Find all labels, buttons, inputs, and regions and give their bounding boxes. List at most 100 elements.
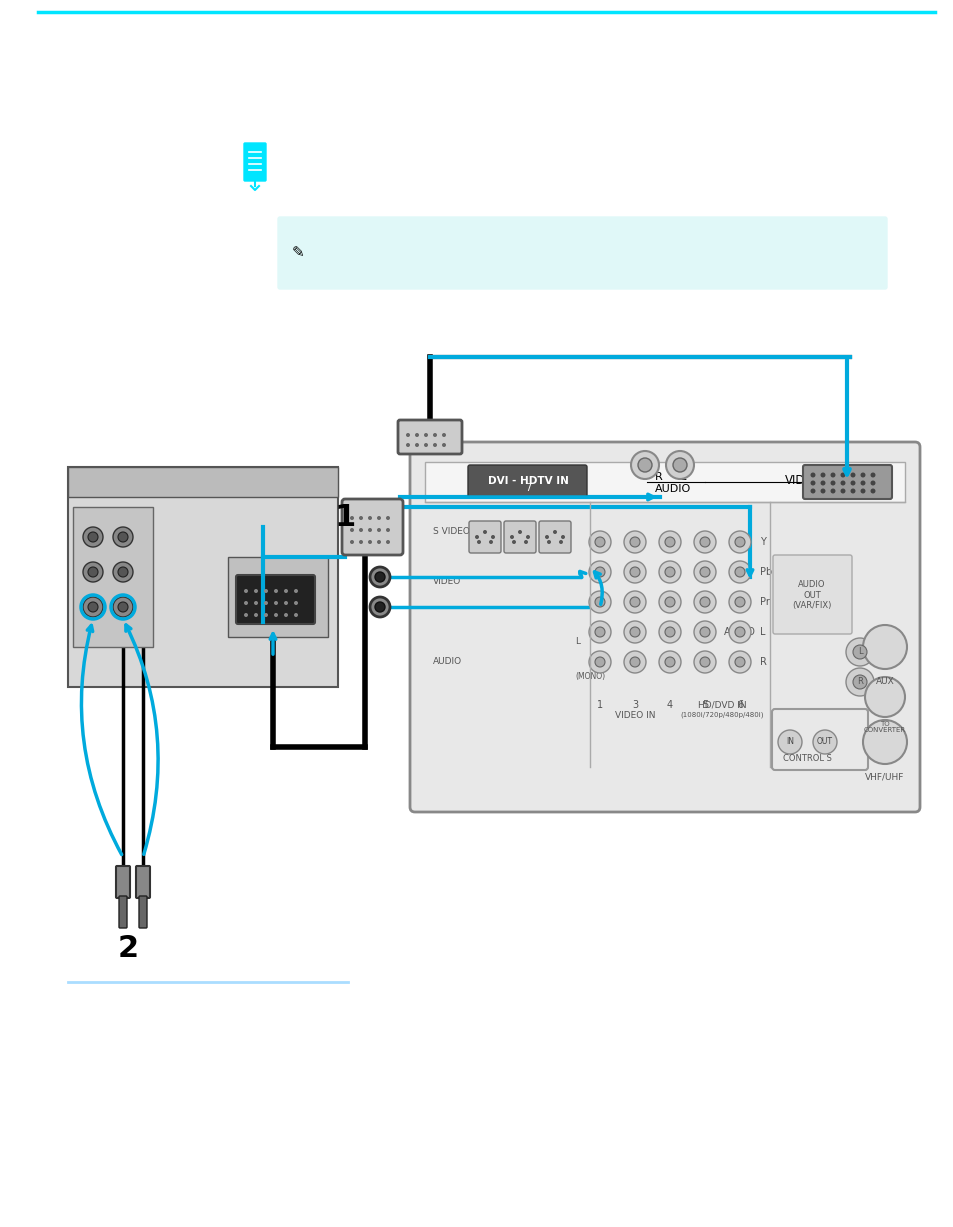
- Circle shape: [728, 591, 750, 614]
- Circle shape: [350, 517, 354, 520]
- Text: R     L: R L: [655, 472, 686, 482]
- Circle shape: [778, 730, 801, 755]
- Text: 5: 5: [701, 699, 707, 710]
- Circle shape: [423, 433, 428, 437]
- Text: R: R: [856, 677, 862, 686]
- Text: VIDEO: VIDEO: [433, 578, 460, 587]
- Circle shape: [700, 627, 709, 637]
- Circle shape: [588, 531, 610, 553]
- Circle shape: [862, 720, 906, 764]
- FancyBboxPatch shape: [397, 420, 461, 454]
- Circle shape: [845, 667, 873, 696]
- Circle shape: [489, 540, 493, 544]
- Circle shape: [595, 598, 604, 607]
- Circle shape: [544, 535, 548, 539]
- Circle shape: [810, 472, 815, 477]
- Circle shape: [820, 481, 824, 486]
- Circle shape: [595, 656, 604, 667]
- Circle shape: [629, 627, 639, 637]
- Circle shape: [118, 567, 128, 577]
- Circle shape: [370, 598, 390, 617]
- Circle shape: [810, 488, 815, 493]
- Circle shape: [664, 627, 675, 637]
- FancyBboxPatch shape: [771, 709, 867, 771]
- Circle shape: [595, 627, 604, 637]
- Circle shape: [664, 656, 675, 667]
- Circle shape: [820, 488, 824, 493]
- FancyBboxPatch shape: [139, 896, 147, 928]
- Circle shape: [728, 561, 750, 583]
- Circle shape: [693, 652, 716, 672]
- Circle shape: [588, 621, 610, 643]
- Circle shape: [659, 652, 680, 672]
- Circle shape: [517, 530, 521, 534]
- Text: ✎: ✎: [292, 245, 304, 260]
- Circle shape: [244, 614, 248, 617]
- FancyBboxPatch shape: [538, 521, 571, 553]
- Text: S VIDEO: S VIDEO: [433, 528, 470, 536]
- Circle shape: [700, 656, 709, 667]
- Circle shape: [386, 528, 390, 533]
- Circle shape: [623, 652, 645, 672]
- Text: TO
CONVERTER: TO CONVERTER: [863, 720, 905, 734]
- Circle shape: [284, 614, 288, 617]
- Circle shape: [476, 540, 480, 544]
- Circle shape: [274, 601, 277, 605]
- Circle shape: [840, 488, 844, 493]
- Circle shape: [852, 675, 866, 690]
- Circle shape: [630, 452, 659, 479]
- Circle shape: [415, 443, 418, 447]
- Circle shape: [623, 531, 645, 553]
- Text: AUDIO: AUDIO: [655, 483, 691, 494]
- Circle shape: [734, 567, 744, 577]
- Text: AUDIO: AUDIO: [433, 658, 461, 666]
- Circle shape: [264, 601, 268, 605]
- Circle shape: [558, 540, 562, 544]
- Circle shape: [376, 528, 380, 533]
- Circle shape: [475, 535, 478, 539]
- Circle shape: [368, 540, 372, 544]
- Circle shape: [406, 433, 410, 437]
- Circle shape: [850, 481, 855, 486]
- Text: VIDEO IN: VIDEO IN: [614, 710, 655, 719]
- Circle shape: [623, 621, 645, 643]
- FancyBboxPatch shape: [772, 555, 851, 634]
- Circle shape: [553, 530, 557, 534]
- Circle shape: [441, 443, 446, 447]
- FancyBboxPatch shape: [410, 442, 919, 812]
- Circle shape: [350, 540, 354, 544]
- Text: (MONO): (MONO): [575, 672, 604, 681]
- FancyBboxPatch shape: [244, 144, 266, 182]
- Circle shape: [112, 528, 132, 547]
- Circle shape: [294, 614, 297, 617]
- Circle shape: [406, 443, 410, 447]
- Circle shape: [664, 598, 675, 607]
- FancyBboxPatch shape: [469, 521, 500, 553]
- Circle shape: [728, 652, 750, 672]
- FancyBboxPatch shape: [341, 499, 402, 555]
- Circle shape: [358, 528, 363, 533]
- Text: L: L: [857, 648, 862, 656]
- Circle shape: [830, 488, 835, 493]
- Circle shape: [264, 614, 268, 617]
- Circle shape: [728, 531, 750, 553]
- Circle shape: [672, 458, 686, 472]
- FancyBboxPatch shape: [116, 866, 130, 898]
- Circle shape: [588, 561, 610, 583]
- Circle shape: [840, 472, 844, 477]
- Circle shape: [734, 537, 744, 547]
- Circle shape: [864, 677, 904, 717]
- Circle shape: [700, 537, 709, 547]
- Circle shape: [112, 562, 132, 582]
- Text: 1: 1: [335, 503, 355, 531]
- Circle shape: [523, 540, 527, 544]
- FancyBboxPatch shape: [136, 866, 150, 898]
- Bar: [68, 467, 337, 687]
- Circle shape: [852, 645, 866, 659]
- Circle shape: [560, 535, 564, 539]
- Circle shape: [812, 730, 836, 755]
- Circle shape: [700, 598, 709, 607]
- Text: CONTROL S: CONTROL S: [781, 755, 831, 763]
- Text: 2: 2: [118, 934, 139, 963]
- Circle shape: [840, 481, 844, 486]
